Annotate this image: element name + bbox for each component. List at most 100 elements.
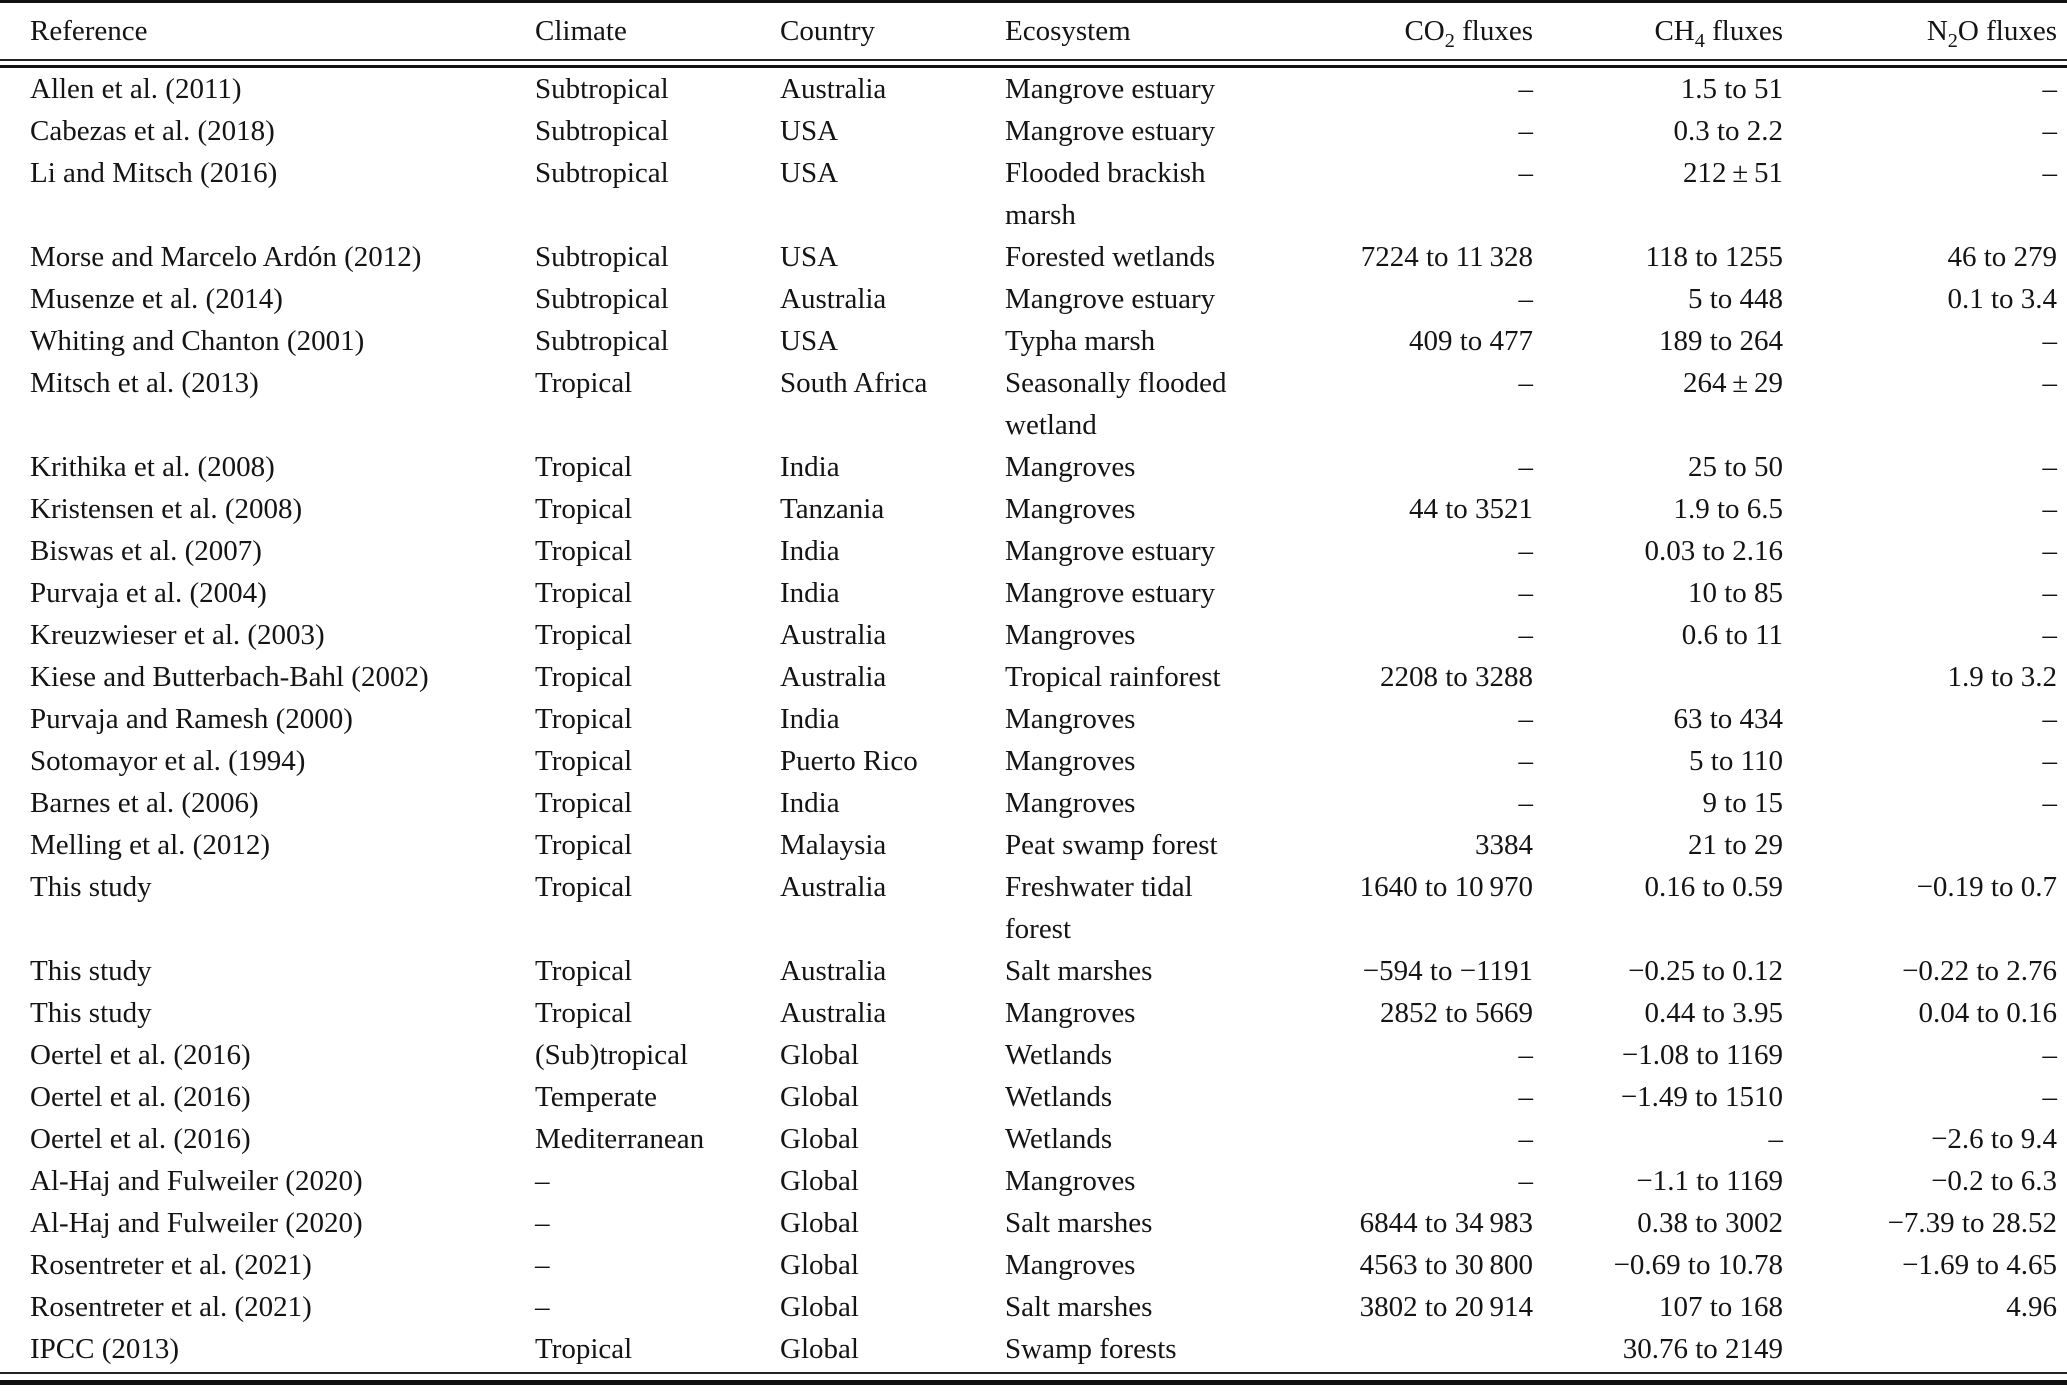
column-header-reference-text: Reference (30, 15, 148, 47)
column-header-co2-fluxes: CO2 fluxes (1285, 3, 1533, 59)
cell-country: India (780, 535, 840, 567)
cell-country: Puerto Rico (780, 745, 918, 777)
cell-ch4-fluxes: −1.08 to 1169 (1621, 1039, 1783, 1071)
table-mid-rule (0, 59, 2067, 68)
cell-ecosystem: Mangroves (1005, 493, 1136, 525)
cell-ecosystem: Wetlands (1005, 1081, 1113, 1113)
cell-country: USA (780, 241, 839, 273)
table-row: Barnes et al. (2006) Tropical India Mangrov… (0, 782, 2067, 824)
cell-ch4-fluxes: −1.1 to 1169 (1636, 1165, 1783, 1197)
cell-co2-fluxes: – (1518, 451, 1534, 483)
cell-country: India (780, 787, 840, 819)
cell-n2o-fluxes: – (2042, 1081, 2058, 1113)
cell-n2o-fluxes: – (2042, 157, 2058, 189)
cell-co2-fluxes: 6844 to 34 983 (1359, 1207, 1533, 1239)
cell-co2-fluxes: 7224 to 11 328 (1360, 241, 1533, 273)
cell-n2o-fluxes: – (2042, 73, 2058, 105)
table-row: Purvaja and Ramesh (2000) Tropical India Ma… (0, 698, 2067, 740)
cell-co2-fluxes: 409 to 477 (1408, 325, 1533, 357)
cell-ecosystem: Salt marshes (1005, 1291, 1153, 1323)
cell-reference: IPCC (2013) (30, 1333, 180, 1365)
cell-reference: Kreuzwieser et al. (2003) (30, 619, 325, 651)
cell-climate: – (535, 1165, 550, 1197)
cell-n2o-fluxes (1783, 824, 2067, 866)
cell-n2o-fluxes: – (2042, 577, 2058, 609)
cell-ch4-fluxes: 25 to 50 (1687, 451, 1783, 483)
cell-co2-fluxes: – (1518, 1039, 1534, 1071)
cell-climate: Tropical (535, 955, 633, 987)
cell-country: Tanzania (780, 493, 885, 525)
cell-n2o-fluxes: 46 to 279 (1947, 241, 2057, 273)
table-row: Morse and Marcelo Ardón (2012) Subtropica… (0, 236, 2067, 278)
cell-co2-fluxes: – (1518, 787, 1534, 819)
cell-co2-fluxes: 4563 to 30 800 (1359, 1249, 1533, 1281)
table-row: Li and Mitsch (2016) Subtropical USA Floode… (0, 152, 2067, 236)
cell-ecosystem: Swamp forests (1005, 1333, 1177, 1365)
cell-ecosystem: Wetlands (1005, 1039, 1113, 1071)
header-rule-row (0, 59, 2067, 68)
column-header-country: Country (780, 3, 1005, 59)
cell-ch4-fluxes: −0.69 to 10.78 (1613, 1249, 1783, 1281)
cell-climate: Mediterranean (535, 1123, 705, 1155)
column-header-ecosystem: Ecosystem (1005, 3, 1285, 59)
cell-ch4-fluxes: 0.03 to 2.16 (1644, 535, 1783, 567)
cell-climate: Subtropical (535, 115, 669, 147)
cell-country: USA (780, 115, 839, 147)
cell-co2-fluxes: 2852 to 5669 (1379, 997, 1533, 1029)
column-header-co2-fluxes-text: CO (1404, 15, 1445, 47)
cell-ch4-fluxes: 30.76 to 2149 (1622, 1333, 1783, 1365)
cell-reference: Purvaja et al. (2004) (30, 577, 267, 609)
cell-co2-fluxes: – (1518, 1081, 1534, 1113)
cell-ecosystem: Mangroves (1005, 997, 1136, 1029)
cell-reference: This study (30, 955, 152, 987)
cell-n2o-fluxes: −2.6 to 9.4 (1931, 1123, 2057, 1155)
cell-ecosystem: Freshwater tidal forest (1005, 871, 1193, 945)
column-header-n2o-fluxes: N2O fluxes (1783, 3, 2067, 59)
cell-n2o-fluxes: – (2042, 703, 2058, 735)
table-row: Purvaja et al. (2004) Tropical India Mangro… (0, 572, 2067, 614)
cell-ch4-fluxes: −1.49 to 1510 (1620, 1081, 1783, 1113)
cell-climate: Tropical (535, 451, 633, 483)
cell-ecosystem: Mangrove estuary (1005, 283, 1216, 315)
cell-reference: Melling et al. (2012) (30, 829, 271, 861)
cell-ecosystem: Mangroves (1005, 703, 1136, 735)
cell-n2o-fluxes (1783, 1328, 2067, 1370)
cell-co2-fluxes: −594 to −1191 (1362, 955, 1533, 987)
cell-co2-fluxes: – (1518, 73, 1534, 105)
cell-ch4-fluxes: 212 ± 51 (1682, 157, 1783, 189)
cell-country: Australia (780, 619, 887, 651)
table-row: Al-Haj and Fulweiler (2020) – Global Mangro… (0, 1160, 2067, 1202)
cell-n2o-fluxes: 4.96 (2006, 1291, 2057, 1323)
cell-ch4-fluxes: 1.9 to 6.5 (1673, 493, 1783, 525)
cell-n2o-fluxes: – (2042, 115, 2058, 147)
cell-co2-fluxes (1285, 1328, 1533, 1370)
cell-co2-fluxes: 3384 (1475, 829, 1533, 861)
column-header-ch4-fluxes: CH4 fluxes (1533, 3, 1783, 59)
cell-reference: Sotomayor et al. (1994) (30, 745, 306, 777)
cell-n2o-fluxes: 0.04 to 0.16 (1918, 997, 2057, 1029)
cell-n2o-fluxes: 0.1 to 3.4 (1947, 283, 2057, 315)
cell-reference: Li and Mitsch (2016) (30, 157, 278, 189)
cell-ch4-fluxes: 107 to 168 (1658, 1291, 1783, 1323)
table-row: Rosentreter et al. (2021) – Global Salt mar… (0, 1286, 2067, 1328)
cell-co2-fluxes: – (1518, 745, 1534, 777)
cell-ecosystem: Salt marshes (1005, 1207, 1153, 1239)
cell-ch4-fluxes: −0.25 to 0.12 (1628, 955, 1783, 987)
cell-climate: – (535, 1249, 550, 1281)
cell-reference: This study (30, 871, 152, 903)
cell-ecosystem: Mangroves (1005, 1165, 1136, 1197)
cell-climate: Tropical (535, 577, 633, 609)
cell-ecosystem: Mangrove estuary (1005, 577, 1216, 609)
cell-climate: Tropical (535, 367, 633, 399)
table-row: Melling et al. (2012) Tropical Malaysia Pea… (0, 824, 2067, 866)
cell-co2-fluxes: – (1518, 115, 1534, 147)
cell-country: Global (780, 1081, 859, 1113)
cell-climate: Subtropical (535, 157, 669, 189)
cell-n2o-fluxes: −0.22 to 2.76 (1902, 955, 2057, 987)
cell-country: Global (780, 1291, 859, 1323)
table-row: Oertel et al. (2016) Mediterranean Global W… (0, 1118, 2067, 1160)
table-row: Biswas et al. (2007) Tropical India Mangrov… (0, 530, 2067, 572)
cell-ch4-fluxes: 1.5 to 51 (1680, 73, 1783, 105)
cell-co2-fluxes: 1640 to 10 970 (1359, 871, 1533, 903)
